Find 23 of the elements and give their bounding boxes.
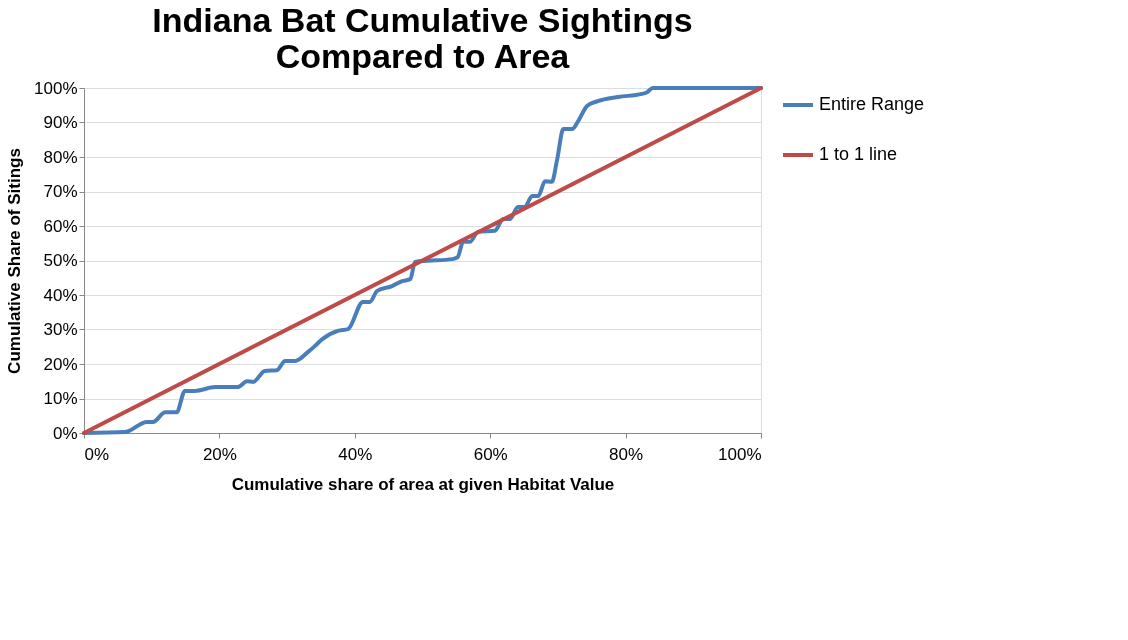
legend-label: Entire Range — [819, 94, 925, 114]
y-tick-label: 20% — [43, 354, 78, 374]
y-tick-label: 100% — [34, 78, 78, 98]
x-tick-label: 0% — [84, 444, 110, 464]
line-series — [82, 86, 763, 435]
y-tick-label: 0% — [52, 423, 78, 443]
x-tick-label: 20% — [202, 444, 237, 464]
x-tick-label: 40% — [338, 444, 373, 464]
x-tick-label: 100% — [718, 444, 762, 464]
y-tick-label: 90% — [43, 113, 78, 132]
y-tick-label: 50% — [43, 251, 78, 270]
x-tick-label: 60% — [473, 444, 508, 464]
y-tick-label: 70% — [43, 182, 78, 201]
y-tick-label: 10% — [43, 389, 78, 408]
y-axis-title: Cumulative Share of Sitings — [5, 148, 25, 374]
y-tick-label: 30% — [43, 320, 78, 339]
y-tick-label: 80% — [43, 147, 78, 167]
y-tick-label: 60% — [43, 216, 78, 236]
x-axis-title: Cumulative share of area at given Habitat Value — [231, 474, 615, 494]
x-tick-label: 80% — [609, 444, 644, 464]
legend-label: 1 to 1 line — [819, 144, 898, 164]
y-tick-label: 40% — [43, 285, 78, 305]
chart-title: Indiana Bat Cumulative Sightings Compared to Area — [152, 1, 693, 75]
